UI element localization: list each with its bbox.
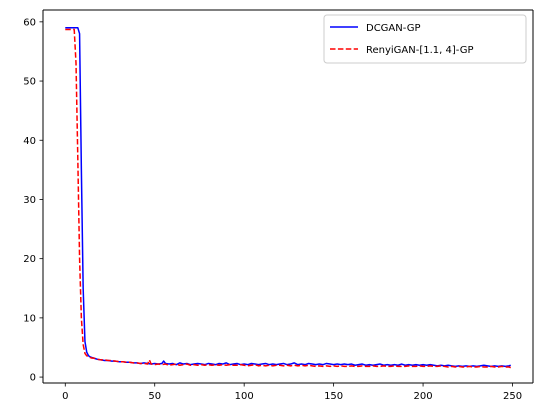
y-tick-label: 0 <box>30 373 36 384</box>
y-tick-label: 60 <box>23 17 36 28</box>
y-tick-label: 40 <box>23 136 36 147</box>
y-tick-label: 10 <box>23 313 36 324</box>
legend-label-renyigan-gp: RenyiGAN-[1.1, 4]-GP <box>366 45 474 56</box>
legend: DCGAN-GP RenyiGAN-[1.1, 4]-GP <box>324 15 526 63</box>
x-tick-label: 0 <box>62 391 68 402</box>
x-tick-label: 200 <box>414 391 433 402</box>
x-tick-label: 50 <box>148 391 161 402</box>
legend-label-dcgan-gp: DCGAN-GP <box>366 23 421 34</box>
x-tick-label: 100 <box>235 391 254 402</box>
plot-area-background <box>43 10 533 383</box>
y-tick-label: 20 <box>23 254 36 265</box>
x-tick-label: 150 <box>324 391 343 402</box>
y-tick-label: 50 <box>23 77 36 88</box>
y-tick-label: 30 <box>23 195 36 206</box>
x-tick-label: 250 <box>503 391 522 402</box>
